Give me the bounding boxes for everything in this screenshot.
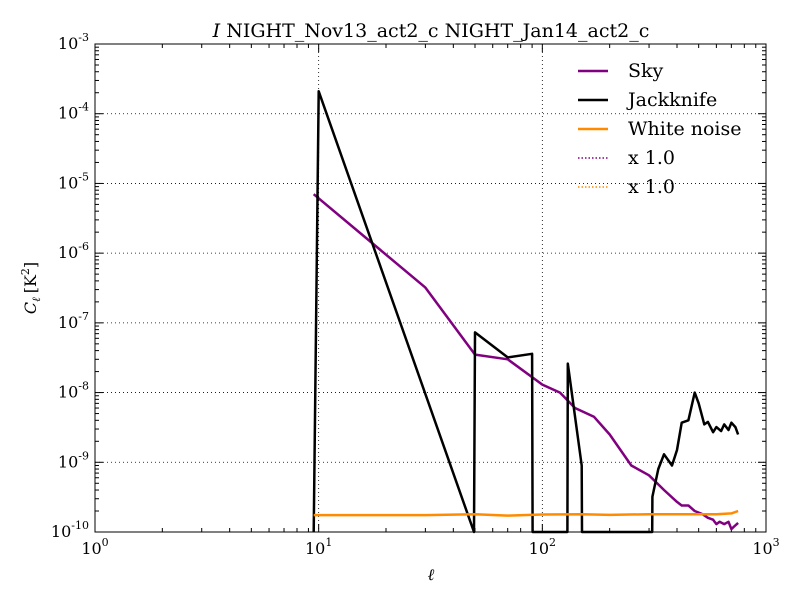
series-line-sky [312, 193, 739, 531]
y-tick-label-base: 10 [51, 522, 71, 541]
x-tick-label: 100 [81, 536, 108, 558]
y-tick-label-exp: -5 [78, 170, 89, 183]
y-tick-label-base: 10 [58, 243, 78, 262]
x-tick-label-base: 10 [305, 539, 325, 558]
x-tick-label-exp: 3 [773, 536, 780, 549]
y-tick-label-exp: -8 [78, 380, 89, 393]
y-tick-label-exp: -9 [78, 449, 89, 462]
legend-label: x 1.0 [628, 147, 675, 169]
x-tick-label-base: 10 [529, 539, 549, 558]
title-rest: NIGHT_Nov13_act2_c NIGHT_Jan14_act2_c [220, 20, 649, 42]
x-tick-label: 103 [752, 536, 779, 558]
y-tick-label-base: 10 [58, 452, 78, 471]
x-tick-label: 102 [529, 536, 556, 558]
chart-title: I NIGHT_Nov13_act2_c NIGHT_Jan14_act2_c [212, 20, 650, 42]
y-tick-label: 10-10 [51, 519, 89, 541]
x-tick-label-base: 10 [81, 539, 101, 558]
y-tick-label-exp: -3 [78, 31, 89, 44]
tick-layer [94, 43, 767, 533]
y-tick-label: 10-9 [58, 449, 89, 471]
x-tick-label: 101 [305, 536, 332, 558]
legend: Sky Jackknife White noise x 1.0 x 1.0 [578, 60, 742, 198]
y-tick-label-base: 10 [58, 34, 78, 53]
y-axis-label-main: C [21, 302, 40, 314]
series-layer [312, 90, 740, 534]
y-axis-label-unit: [K [21, 274, 40, 293]
y-tick-label-base: 10 [58, 313, 78, 332]
plot-frame [94, 43, 767, 533]
y-tick-label-exp: -6 [78, 240, 89, 253]
y-tick-label-exp: -10 [71, 519, 89, 532]
y-axis-label: Cℓ [K2] [19, 262, 43, 314]
legend-label: Sky [628, 60, 664, 82]
legend-label: White noise [628, 118, 742, 140]
y-tick-label-base: 10 [58, 104, 78, 123]
series-line-jackknife [312, 90, 740, 534]
legend-label: Jackknife [626, 89, 717, 111]
y-axis-label-sub: ℓ [30, 297, 43, 302]
tick-label-layer: 100 101 102 10310-1010-910-810-710-610-510-… [51, 31, 780, 558]
y-tick-label: 10-6 [58, 240, 89, 262]
x-tick-label-exp: 1 [325, 536, 332, 549]
title-italic-prefix: I [212, 20, 221, 42]
y-tick-label: 10-8 [58, 380, 89, 402]
y-tick-label-exp: -7 [78, 310, 89, 323]
y-axis-label-unit-end: ] [21, 262, 40, 268]
legend-label: x 1.0 [628, 176, 675, 198]
y-tick-label-exp: -4 [78, 101, 89, 114]
y-tick-label: 10-3 [58, 31, 89, 53]
x-tick-label-exp: 2 [549, 536, 556, 549]
y-tick-label: 10-4 [58, 101, 89, 123]
y-tick-label: 10-7 [58, 310, 89, 332]
x-tick-label-exp: 0 [102, 536, 109, 549]
x-tick-label-base: 10 [752, 539, 772, 558]
y-tick-label: 10-5 [58, 170, 89, 192]
x-axis-label: ℓ [428, 565, 435, 584]
series-line-white-noise [313, 509, 739, 517]
y-tick-label-base: 10 [58, 383, 78, 402]
y-axis-label-unit-sup: 2 [19, 268, 32, 275]
y-tick-label-base: 10 [58, 173, 78, 192]
